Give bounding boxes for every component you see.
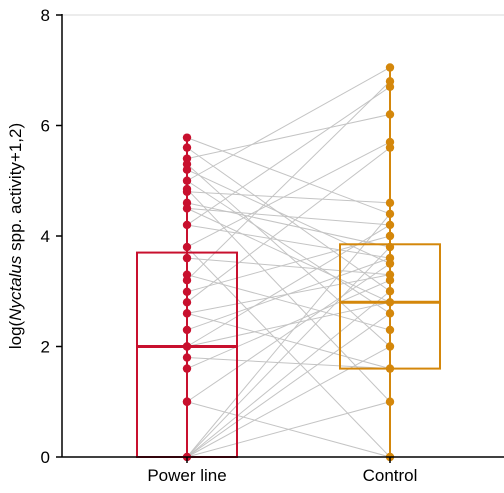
data-point [385, 342, 395, 351]
data-point [385, 364, 395, 373]
data-point [385, 231, 395, 241]
y-tick-label: 0 [41, 448, 50, 467]
data-point [385, 309, 395, 318]
pair-line [186, 188, 391, 403]
data-point [182, 184, 192, 194]
data-point [182, 342, 192, 351]
pair-line [186, 224, 391, 259]
data-point [182, 242, 192, 252]
x-tick-label: Power line [147, 466, 226, 485]
data-point [182, 270, 192, 279]
y-tick-label: 8 [41, 6, 50, 25]
data-point [385, 270, 395, 279]
y-axis-label-suffix: spp. activity+1,2) [6, 123, 25, 256]
x-tick-label: Control [363, 466, 418, 485]
pair-line [186, 207, 391, 226]
pair-line [186, 246, 391, 458]
data-point [385, 298, 395, 307]
axes: 0 2 4 6 8 Power line Control [41, 6, 504, 485]
pair-line [186, 274, 391, 314]
data-point [182, 353, 192, 362]
data-point [385, 137, 395, 147]
y-tick-label: 4 [41, 227, 50, 246]
boxes [136, 67, 441, 458]
data-point [182, 397, 192, 406]
data-point [182, 325, 192, 335]
data-point [385, 63, 395, 72]
data-point [182, 220, 192, 230]
pair-line [186, 67, 391, 182]
pair-line [186, 80, 391, 281]
data-point [182, 198, 192, 208]
pair-line [186, 137, 391, 215]
pair-line [186, 180, 391, 314]
data-point [182, 364, 192, 373]
pair-line [186, 401, 391, 458]
pair-line [186, 274, 391, 331]
pair-line [186, 263, 391, 403]
data-point [182, 176, 192, 185]
data-point [385, 198, 395, 208]
pair-line [186, 113, 391, 160]
data-point [385, 325, 395, 335]
data-point [385, 220, 395, 230]
data-point [385, 287, 395, 296]
data-point [182, 143, 192, 152]
data-point [182, 298, 192, 307]
y-axis-label: log(Nyctalus spp. activity+1,2) [6, 123, 25, 349]
pair-line [186, 213, 391, 458]
pair-line [186, 141, 391, 248]
data-point [385, 253, 395, 263]
y-tick-label: 6 [41, 117, 50, 136]
data-point [385, 77, 395, 86]
data-point [385, 242, 395, 252]
y-tick-label: 2 [41, 338, 50, 357]
paired-lines [186, 67, 391, 458]
y-axis-label-prefix: log( [6, 320, 25, 349]
pair-line [186, 257, 391, 276]
data-points [182, 63, 395, 462]
pair-line [186, 312, 391, 458]
y-axis-label-genus: Nyctalus [6, 255, 25, 321]
data-point [182, 287, 192, 297]
data-point [385, 209, 395, 219]
pair-line [186, 290, 391, 458]
pair-line [186, 147, 391, 292]
data-point [182, 133, 192, 142]
data-point [385, 110, 395, 119]
data-point [182, 309, 192, 318]
pair-line [186, 224, 391, 347]
pair-line [186, 86, 391, 226]
data-point [182, 154, 192, 163]
data-point [385, 397, 395, 406]
pair-line [186, 312, 391, 370]
data-point [182, 253, 192, 263]
pair-line [186, 202, 391, 248]
pair-line [186, 301, 391, 347]
pair-line [186, 346, 391, 458]
pair-line [186, 163, 391, 347]
